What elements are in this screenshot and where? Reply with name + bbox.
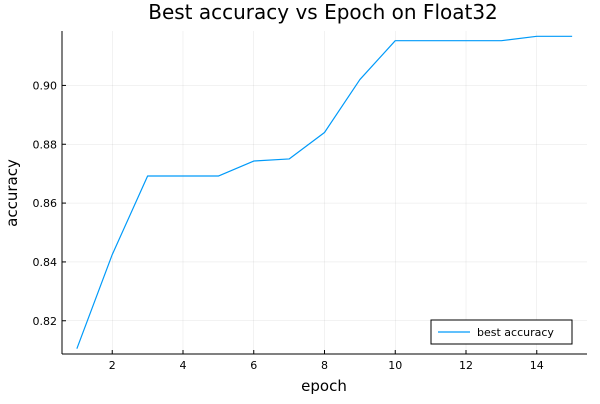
x-tick-label: 10 — [388, 359, 402, 372]
legend-label: best accuracy — [477, 326, 554, 339]
y-tick-label: 0.88 — [33, 138, 58, 151]
chart-title: Best accuracy vs Epoch on Float32 — [148, 0, 498, 24]
y-tick-label: 0.86 — [33, 197, 58, 210]
y-tick-label: 0.82 — [33, 315, 58, 328]
series-layer — [76, 35, 573, 349]
x-tick-label: 8 — [321, 359, 328, 372]
y-tick-label: 0.84 — [33, 256, 58, 269]
y-tick-label: 0.90 — [33, 79, 58, 92]
x-tick-label: 4 — [179, 359, 186, 372]
x-tick-label: 14 — [530, 359, 544, 372]
series-line — [76, 35, 573, 349]
legend: best accuracy — [430, 319, 573, 345]
y-axis-label: accuracy — [3, 159, 21, 227]
x-tick-label: 6 — [250, 359, 257, 372]
x-tick-label: 2 — [109, 359, 116, 372]
grid — [62, 31, 587, 354]
x-tick-label: 12 — [459, 359, 473, 372]
y-axis-ticks: 0.82 0.84 0.86 0.88 0.90 — [33, 79, 66, 328]
x-axis-label: epoch — [301, 377, 347, 395]
x-axis-ticks: 2 4 6 8 10 12 14 — [109, 350, 544, 372]
